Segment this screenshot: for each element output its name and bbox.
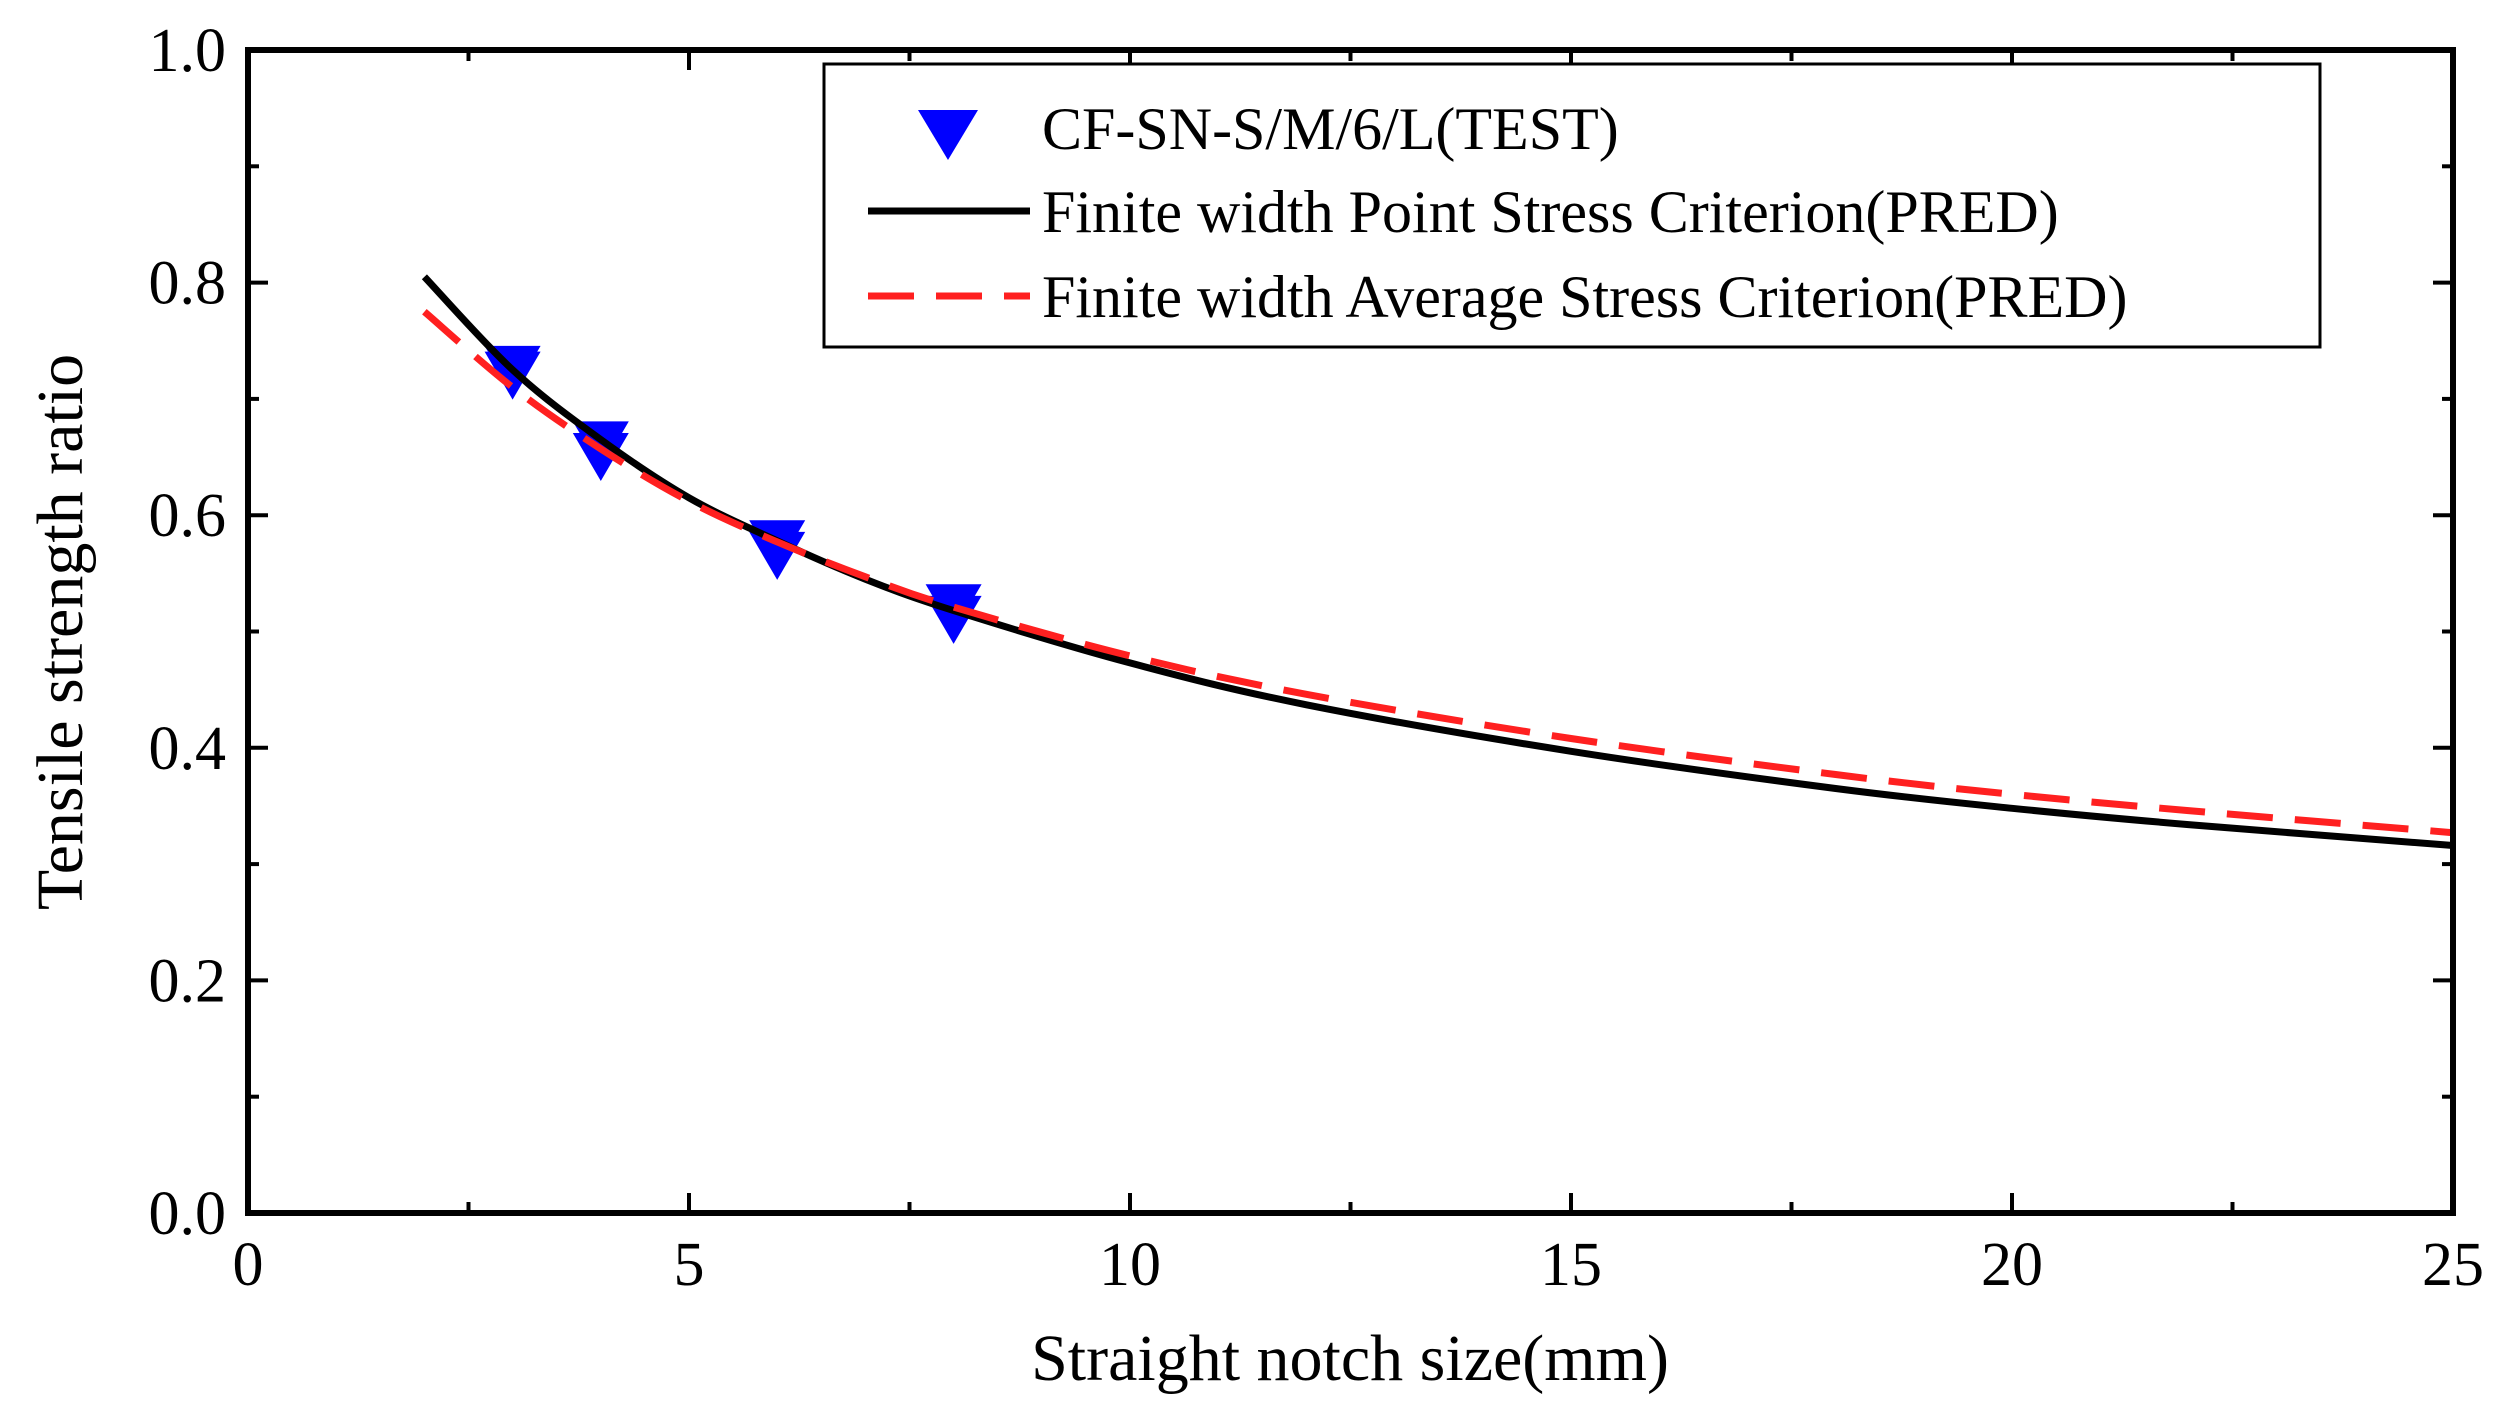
legend-label-point-stress: Finite width Point Stress Criterion(PRED… — [1042, 179, 2059, 245]
y-tick-label: 0.0 — [149, 1180, 227, 1248]
x-axis-title: Straight notch size(mm) — [1031, 1322, 1669, 1395]
legend-label-test: CF-SN-S/M/6/L(TEST) — [1042, 96, 1619, 162]
x-tick-label: 5 — [674, 1231, 705, 1299]
x-tick-label: 20 — [1981, 1231, 2043, 1299]
axes-layer: 0 5 10 15 20 25 0.0 0.2 0.4 0.6 0.8 1.0 — [149, 17, 2485, 1299]
y-tick-label: 0.4 — [149, 715, 227, 783]
y-axis-title: Tensile strength ratio — [24, 354, 97, 910]
legend: CF-SN-S/M/6/L(TEST) Finite width Point S… — [822, 62, 2322, 349]
data-layer — [421, 274, 2454, 849]
x-tick-label: 0 — [233, 1231, 264, 1299]
point-stress-criterion-line — [421, 274, 2454, 849]
x-tick-label: 10 — [1099, 1231, 1161, 1299]
x-tick-label: 25 — [2422, 1231, 2484, 1299]
x-tick-label: 15 — [1540, 1231, 1602, 1299]
legend-label-average-stress: Finite width Average Stress Criterion(PR… — [1042, 264, 2127, 330]
y-tick-label: 0.8 — [149, 250, 227, 318]
y-tick-label: 1.0 — [149, 17, 227, 85]
y-tick-label: 0.6 — [149, 482, 227, 550]
legend-marker-test — [918, 110, 978, 160]
y-tick-label: 0.2 — [149, 947, 227, 1015]
average-stress-criterion-line — [422, 309, 2454, 837]
legend-frame — [822, 62, 2322, 349]
